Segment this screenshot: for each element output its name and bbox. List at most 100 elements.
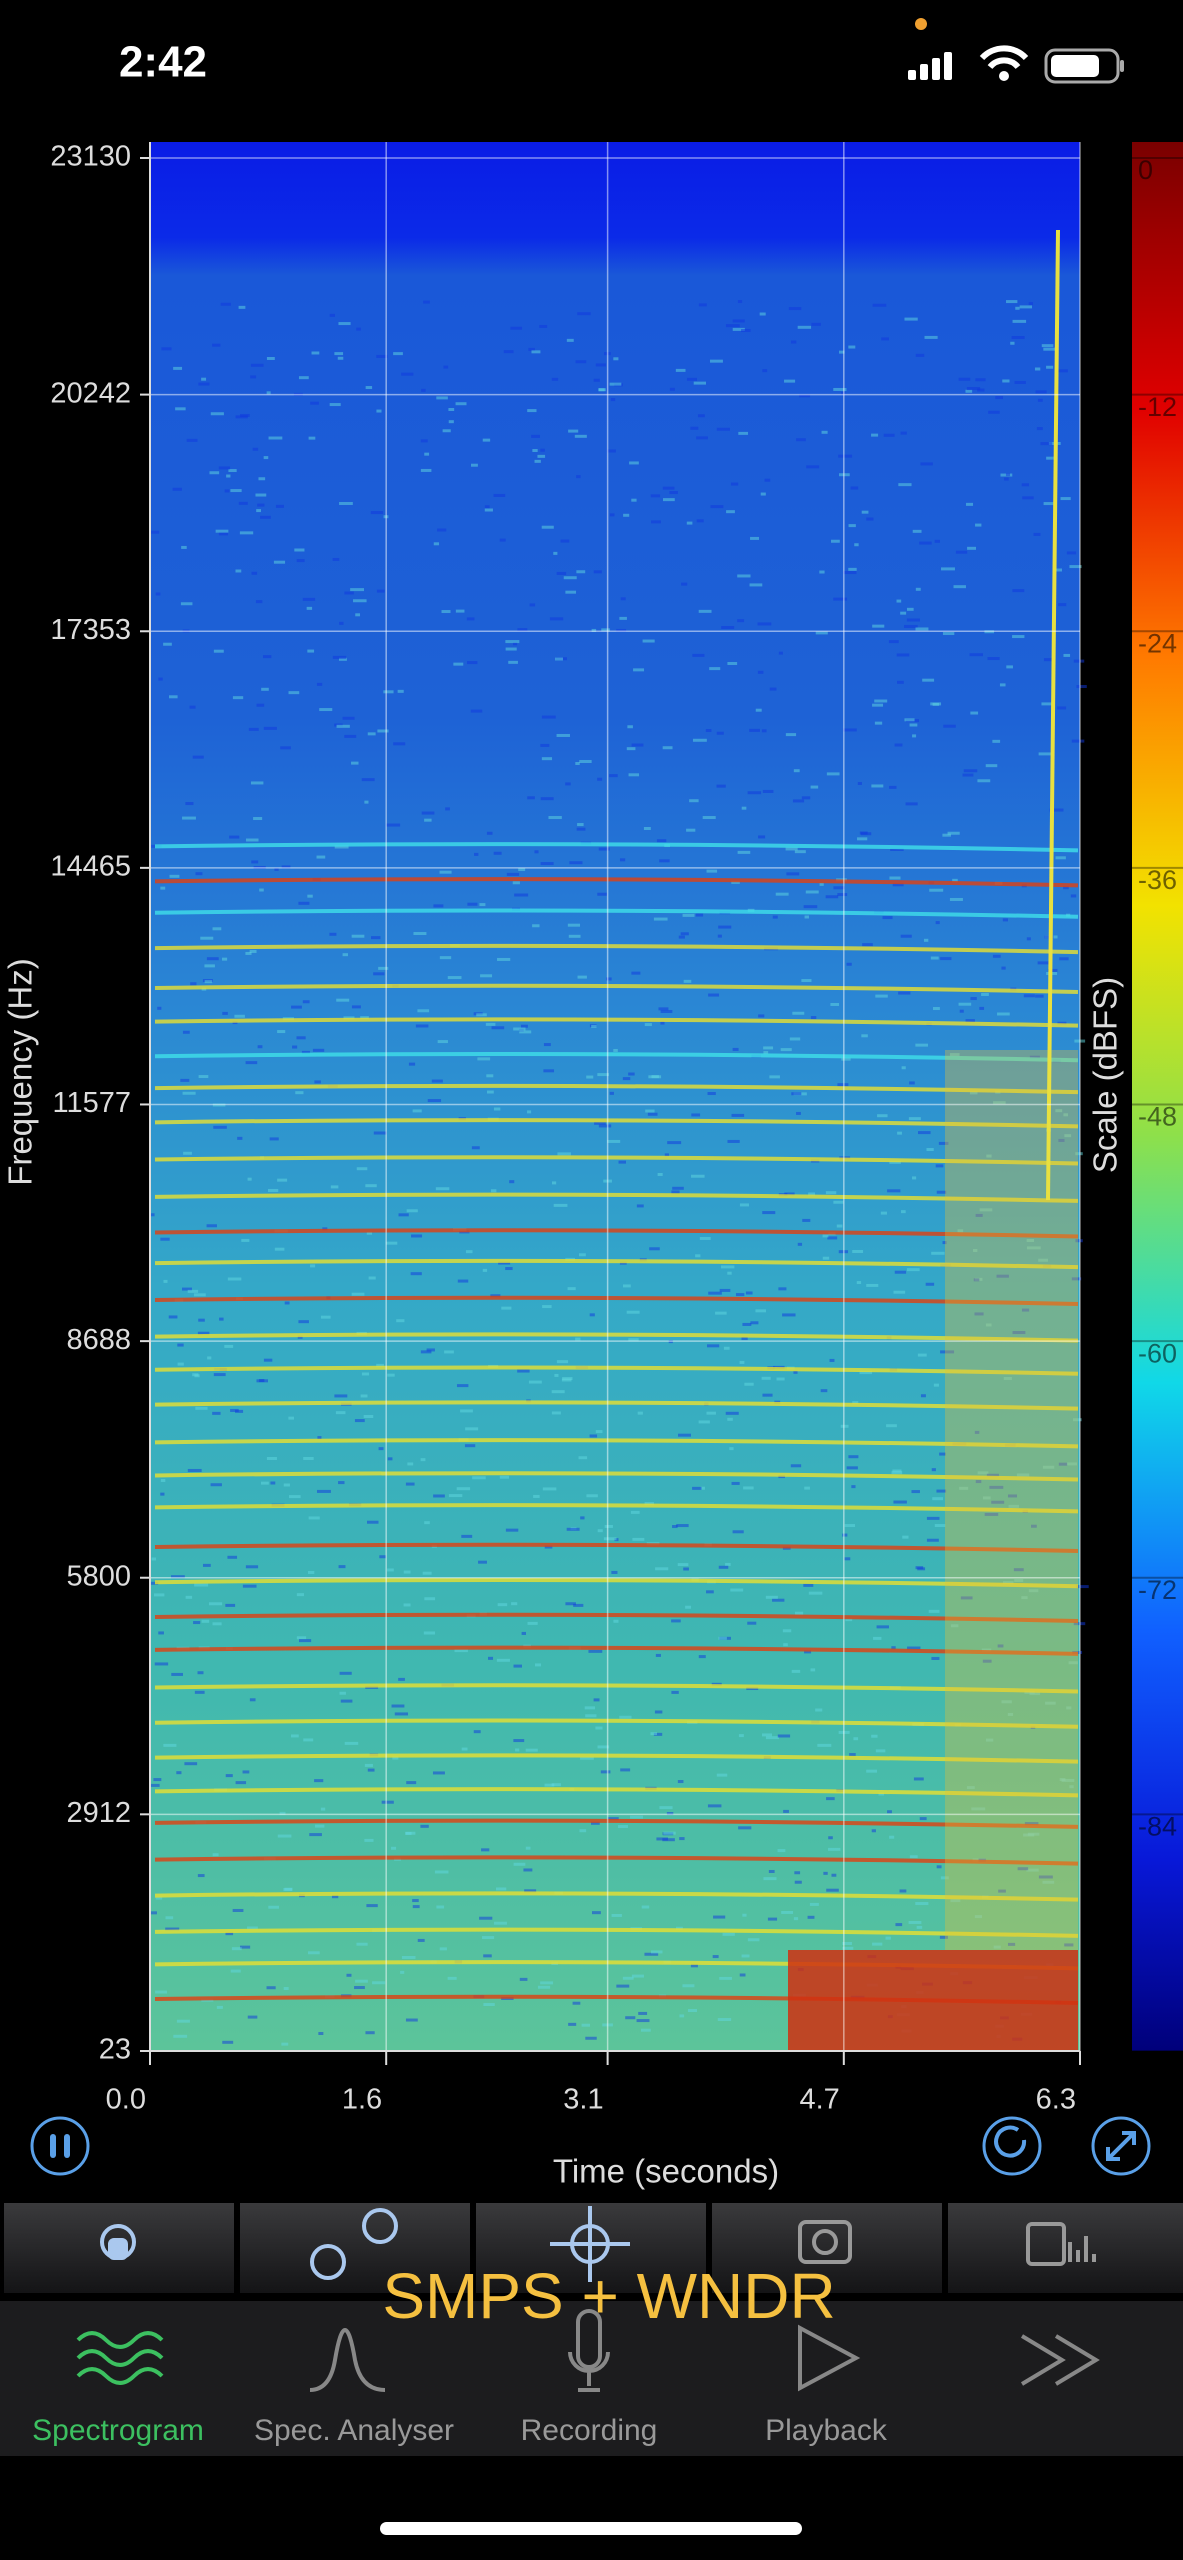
noise [535, 1663, 542, 1667]
noise [247, 1177, 252, 1181]
noise [932, 1007, 940, 1011]
noise [707, 1804, 722, 1808]
toolbar-button[interactable] [712, 2203, 942, 2293]
noise [361, 778, 375, 782]
noise [791, 1092, 802, 1096]
noise [750, 1321, 759, 1325]
noise [1002, 379, 1010, 383]
noise [803, 905, 818, 909]
more-tab-icon[interactable] [1020, 2334, 1100, 2386]
noise [737, 574, 751, 578]
noise [372, 1981, 386, 1985]
noise [346, 1973, 352, 1977]
noise [1063, 653, 1071, 657]
noise [631, 971, 641, 975]
noise [543, 1069, 555, 1073]
noise [150, 1783, 160, 1787]
noise [950, 1624, 959, 1628]
tab-label[interactable]: Playback [765, 2414, 888, 2447]
noise [904, 317, 918, 321]
noise [569, 861, 583, 865]
noise [784, 1192, 795, 1196]
noise [891, 1646, 896, 1650]
noise [238, 305, 246, 309]
noise [413, 932, 427, 936]
noise [483, 1954, 492, 1958]
noise [356, 1167, 368, 1171]
noise [683, 1567, 689, 1571]
noise [578, 1253, 586, 1257]
noise [1004, 477, 1009, 481]
noise [806, 465, 820, 469]
noise [695, 913, 704, 917]
noise [719, 1288, 731, 1292]
noise [521, 1631, 526, 1635]
noise [898, 483, 912, 487]
noise [218, 532, 229, 536]
noise [645, 1109, 655, 1113]
noise [762, 1211, 776, 1215]
noise [379, 1555, 387, 1559]
noise [1003, 1376, 1012, 1380]
noise [613, 1619, 619, 1623]
noise [580, 1756, 594, 1760]
noise [484, 505, 490, 509]
tab-label[interactable]: Spectrogram [32, 2414, 204, 2447]
noise [277, 1834, 292, 1838]
noise [953, 585, 966, 589]
noise [725, 324, 740, 328]
noise [755, 1309, 766, 1313]
noise [991, 1500, 1005, 1504]
noise [479, 1916, 493, 1920]
overlay-text: SMPS + WNDR [382, 2260, 835, 2332]
noise [461, 1747, 468, 1751]
noise [1057, 706, 1067, 710]
noise [1069, 565, 1082, 569]
toolbar-button[interactable] [240, 2203, 470, 2293]
noise [738, 1826, 752, 1830]
expand-button[interactable] [1091, 2116, 1151, 2176]
noise [797, 325, 812, 329]
colorbar-tick-label: 0 [1138, 155, 1153, 185]
noise [575, 761, 580, 765]
noise [660, 1009, 673, 1013]
noise [266, 356, 275, 360]
noise [498, 1261, 511, 1265]
noise [924, 335, 938, 339]
noise [417, 1009, 430, 1013]
noise [302, 1000, 310, 1004]
noise [996, 1274, 1009, 1278]
noise [1033, 532, 1041, 536]
noise [930, 702, 942, 706]
noise [403, 1603, 411, 1607]
pause-button[interactable] [30, 2116, 90, 2176]
tab-label[interactable]: Recording [521, 2414, 658, 2447]
noise [842, 1941, 852, 1945]
noise [843, 571, 857, 575]
noise [591, 628, 597, 632]
noise [598, 388, 606, 392]
noise [777, 1849, 786, 1853]
noise [836, 1224, 843, 1228]
noise [433, 1494, 445, 1498]
noise [487, 1090, 494, 1094]
noise [739, 1203, 749, 1207]
noise [210, 1483, 222, 1487]
noise [351, 761, 359, 765]
noise [992, 954, 1001, 958]
noise [965, 1019, 975, 1023]
noise [904, 718, 915, 722]
noise [650, 1732, 658, 1736]
noise [772, 915, 778, 919]
noise [204, 964, 215, 968]
noise [969, 653, 983, 657]
noise [1024, 1822, 1039, 1826]
noise [364, 1763, 373, 1767]
noise [984, 1512, 999, 1516]
refresh-button[interactable] [982, 2116, 1042, 2176]
noise [883, 433, 895, 437]
tab-label[interactable]: Spec. Analyser [254, 2414, 454, 2447]
noise [442, 429, 451, 433]
noise [729, 1447, 734, 1451]
noise [738, 1734, 744, 1738]
